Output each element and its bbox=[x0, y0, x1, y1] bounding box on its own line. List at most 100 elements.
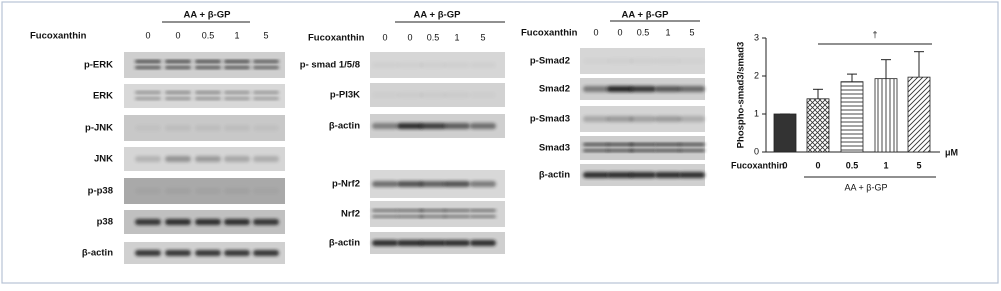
band bbox=[195, 60, 221, 63]
band bbox=[583, 58, 609, 64]
band bbox=[420, 209, 446, 212]
band bbox=[607, 172, 633, 178]
band bbox=[607, 58, 633, 64]
band bbox=[195, 156, 221, 162]
band bbox=[253, 66, 279, 69]
row-label: Smad2 bbox=[539, 84, 570, 95]
band bbox=[224, 60, 250, 63]
fucoxanthin-label: Fucoxanthin bbox=[308, 33, 365, 44]
bar bbox=[874, 78, 898, 153]
band bbox=[224, 91, 250, 94]
band bbox=[470, 62, 496, 68]
band bbox=[195, 91, 221, 94]
row-label: Nrf2 bbox=[341, 209, 360, 220]
band bbox=[420, 123, 446, 129]
row-label: p-Nrf2 bbox=[332, 179, 360, 190]
band bbox=[135, 60, 161, 63]
row-label: p-ERK bbox=[84, 60, 113, 71]
band bbox=[607, 116, 633, 122]
bar bbox=[840, 81, 864, 153]
band bbox=[397, 209, 423, 212]
band bbox=[583, 143, 609, 146]
band bbox=[224, 66, 250, 69]
band bbox=[372, 209, 398, 212]
group-label: AA + β-GP bbox=[845, 182, 888, 192]
band bbox=[420, 181, 446, 187]
band bbox=[195, 97, 221, 100]
band bbox=[444, 181, 470, 187]
x-tick-label: 1 bbox=[883, 160, 888, 170]
row-label: p-PI3K bbox=[330, 90, 360, 101]
band bbox=[135, 188, 161, 194]
lane-label: 0.5 bbox=[637, 27, 650, 37]
lane-label: 1 bbox=[234, 30, 239, 40]
band bbox=[679, 149, 705, 152]
band bbox=[224, 219, 250, 225]
lane-label: 0.5 bbox=[202, 30, 215, 40]
band bbox=[470, 123, 496, 129]
row-label: β-actin bbox=[82, 248, 113, 259]
band bbox=[470, 181, 496, 187]
band bbox=[195, 125, 221, 131]
band bbox=[655, 143, 681, 146]
band bbox=[135, 250, 161, 256]
blot bbox=[580, 136, 705, 160]
bar bbox=[773, 113, 797, 153]
band bbox=[372, 240, 398, 246]
lane-label: 0 bbox=[617, 27, 622, 37]
band bbox=[679, 86, 705, 92]
row-label: β-actin bbox=[539, 170, 570, 181]
row-label: p- smad 1/5/8 bbox=[300, 60, 360, 71]
band bbox=[420, 62, 446, 68]
band bbox=[470, 240, 496, 246]
band bbox=[444, 92, 470, 98]
significance-mark: † bbox=[872, 29, 877, 39]
band bbox=[253, 125, 279, 131]
fucoxanthin-label: Fucoxanthin bbox=[521, 28, 578, 39]
band bbox=[679, 172, 705, 178]
band bbox=[470, 92, 496, 98]
band bbox=[253, 156, 279, 162]
band bbox=[372, 215, 398, 218]
band bbox=[135, 97, 161, 100]
fucoxanthin-label: Fucoxanthin bbox=[30, 31, 87, 42]
band bbox=[253, 97, 279, 100]
lane-label: 1 bbox=[454, 32, 459, 42]
lane-label: 5 bbox=[263, 30, 268, 40]
band bbox=[444, 62, 470, 68]
band bbox=[372, 92, 398, 98]
band bbox=[165, 97, 191, 100]
band bbox=[679, 58, 705, 64]
lane-label: 0 bbox=[407, 32, 412, 42]
band bbox=[224, 188, 250, 194]
band bbox=[583, 116, 609, 122]
band bbox=[135, 125, 161, 131]
band bbox=[607, 86, 633, 92]
y-tick-label: 0 bbox=[754, 146, 759, 156]
band bbox=[195, 188, 221, 194]
band bbox=[224, 250, 250, 256]
treatment-label: AA + β-GP bbox=[184, 10, 232, 21]
band bbox=[253, 250, 279, 256]
lane-label: 5 bbox=[480, 32, 485, 42]
lane-label: 1 bbox=[665, 27, 670, 37]
band bbox=[135, 219, 161, 225]
y-axis-label: Phospho-smad3/smad3 bbox=[736, 42, 747, 149]
blot bbox=[124, 52, 285, 78]
band bbox=[253, 219, 279, 225]
band bbox=[607, 143, 633, 146]
band bbox=[655, 58, 681, 64]
band bbox=[630, 58, 656, 64]
band bbox=[372, 62, 398, 68]
band bbox=[397, 92, 423, 98]
unit-label: μM bbox=[945, 147, 958, 157]
band bbox=[195, 66, 221, 69]
blot bbox=[370, 201, 505, 227]
row-label: β-actin bbox=[329, 238, 360, 249]
blot bbox=[580, 48, 705, 74]
band bbox=[397, 181, 423, 187]
x-tick-label: 0 bbox=[782, 160, 787, 170]
band bbox=[165, 219, 191, 225]
x-tick-label: 0.5 bbox=[846, 160, 859, 170]
band bbox=[253, 60, 279, 63]
